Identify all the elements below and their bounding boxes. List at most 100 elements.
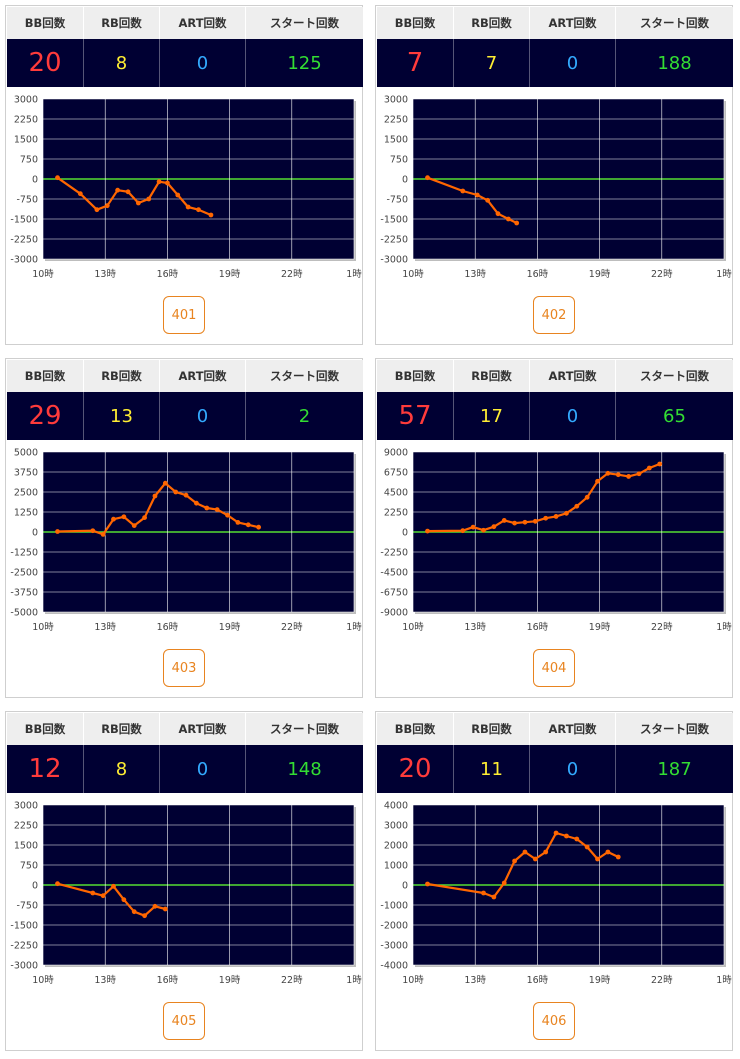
machine-number-button[interactable]: 403 <box>163 649 205 687</box>
y-tick-label: 0 <box>32 528 38 539</box>
data-point <box>173 489 179 495</box>
art-count: 0 <box>196 758 209 780</box>
x-tick-label: 1時 <box>716 269 732 280</box>
machine-panel-403: BB回数 RB回数 ART回数 スタート回数 29 13 0 2 5000 3750 2500 125… <box>5 358 363 698</box>
data-point <box>481 890 486 896</box>
y-tick-label: 2500 <box>14 488 38 499</box>
data-point <box>553 830 559 836</box>
x-tick-label: 10時 <box>32 975 54 986</box>
y-tick-label: 1250 <box>14 508 38 519</box>
art-count: 0 <box>566 405 579 427</box>
y-tick-label: -1500 <box>10 921 38 932</box>
payout-chart-svg: 5000 3750 2500 1250 0 -1250 -2500 -3750 -5000 10時… <box>10 448 362 634</box>
data-point <box>460 188 466 194</box>
art-count: 0 <box>196 405 209 427</box>
data-point <box>214 507 220 512</box>
art-header: ART回数 <box>530 713 616 745</box>
data-point <box>208 212 214 218</box>
y-tick-label: -1250 <box>10 548 38 559</box>
y-tick-label: 750 <box>20 861 38 872</box>
data-point <box>615 854 621 860</box>
machine-number-button[interactable]: 404 <box>533 649 575 687</box>
y-tick-label: -2250 <box>10 941 38 952</box>
stats-header-row: BB回数 RB回数 ART回数 スタート回数 <box>377 360 733 392</box>
bb-count-cell: 29 <box>7 392 84 440</box>
x-tick-label: 1時 <box>346 622 362 633</box>
machine-panel-405: BB回数 RB回数 ART回数 スタート回数 12 8 0 148 3000 2250 1500 75… <box>5 711 363 1051</box>
y-tick-label: 3000 <box>384 95 408 106</box>
data-point <box>245 522 251 528</box>
bb-header: BB回数 <box>377 360 454 392</box>
data-point <box>626 474 632 479</box>
art-count-cell: 0 <box>160 39 246 87</box>
data-point <box>125 189 131 195</box>
data-point <box>474 192 480 198</box>
y-tick-label: -4500 <box>380 568 408 579</box>
data-point <box>564 510 569 516</box>
machine-number-button[interactable]: 402 <box>533 296 575 334</box>
stats-table: BB回数 RB回数 ART回数 スタート回数 7 7 0 188 <box>377 7 733 87</box>
rb-count: 8 <box>115 758 128 780</box>
x-tick-label: 22時 <box>281 975 303 986</box>
bb-count-cell: 20 <box>7 39 84 87</box>
bb-header: BB回数 <box>377 713 454 745</box>
data-point <box>595 856 600 862</box>
rb-header: RB回数 <box>454 7 530 39</box>
y-tick-label: -2250 <box>380 235 408 246</box>
data-point <box>196 207 201 213</box>
stats-value-row: 20 11 0 187 <box>377 745 733 793</box>
data-point <box>256 524 262 530</box>
y-tick-label: 750 <box>20 155 38 166</box>
stats-header-row: BB回数 RB回数 ART回数 スタート回数 <box>7 713 363 745</box>
y-tick-label: -3000 <box>10 961 38 972</box>
stats-table: BB回数 RB回数 ART回数 スタート回数 20 11 0 187 <box>377 713 733 793</box>
data-point <box>100 893 106 899</box>
data-point <box>514 220 520 226</box>
art-header: ART回数 <box>160 713 246 745</box>
y-tick-label: -6750 <box>380 588 408 599</box>
data-point <box>225 512 230 518</box>
data-point <box>615 472 621 478</box>
data-point <box>185 204 191 210</box>
data-point <box>501 880 507 886</box>
stats-table: BB回数 RB回数 ART回数 スタート回数 57 17 0 65 <box>377 360 733 440</box>
y-tick-label: 2250 <box>14 821 38 832</box>
data-point <box>204 505 210 511</box>
data-point <box>55 881 60 887</box>
y-tick-label: 5000 <box>14 448 38 459</box>
bb-count: 20 <box>398 754 432 784</box>
data-point <box>543 515 549 521</box>
y-tick-label: -2250 <box>10 235 38 246</box>
stats-table: BB回数 RB回数 ART回数 スタート回数 12 8 0 148 <box>7 713 363 793</box>
stats-header-row: BB回数 RB回数 ART回数 スタート回数 <box>7 360 363 392</box>
x-tick-label: 1時 <box>716 975 732 986</box>
rb-count-cell: 8 <box>84 745 160 793</box>
machine-panel-406: BB回数 RB回数 ART回数 スタート回数 20 11 0 187 4000 3000 2000 1… <box>375 711 733 1051</box>
payout-chart-svg: 3000 2250 1500 750 0 -750 -1500 -2250 -3000 10時 13… <box>10 95 362 281</box>
machine-number-button[interactable]: 406 <box>533 1002 575 1040</box>
bb-count-cell: 20 <box>377 745 454 793</box>
x-tick-label: 1時 <box>716 622 732 633</box>
data-point <box>574 503 580 509</box>
y-tick-label: 0 <box>402 528 408 539</box>
x-tick-label: 22時 <box>651 269 673 280</box>
y-tick-label: 9000 <box>384 448 408 459</box>
y-tick-label: 2250 <box>384 508 408 519</box>
art-count-cell: 0 <box>530 39 616 87</box>
data-point <box>111 883 116 889</box>
x-tick-label: 10時 <box>32 622 54 633</box>
data-point <box>605 849 611 855</box>
machine-number-button[interactable]: 405 <box>163 1002 205 1040</box>
data-point <box>100 532 106 537</box>
data-point <box>135 200 141 206</box>
bb-header: BB回数 <box>377 7 454 39</box>
payout-chart-svg: 9000 6750 4500 2250 0 -2250 -4500 -6750 -9000 10時… <box>380 448 732 634</box>
start-header: スタート回数 <box>640 722 709 736</box>
data-point <box>115 187 121 193</box>
machine-number-button[interactable]: 401 <box>163 296 205 334</box>
rb-count: 13 <box>110 405 133 427</box>
y-tick-label: 3000 <box>384 821 408 832</box>
data-point <box>501 518 507 523</box>
data-point <box>111 516 116 522</box>
stats-table: BB回数 RB回数 ART回数 スタート回数 29 13 0 2 <box>7 360 363 440</box>
